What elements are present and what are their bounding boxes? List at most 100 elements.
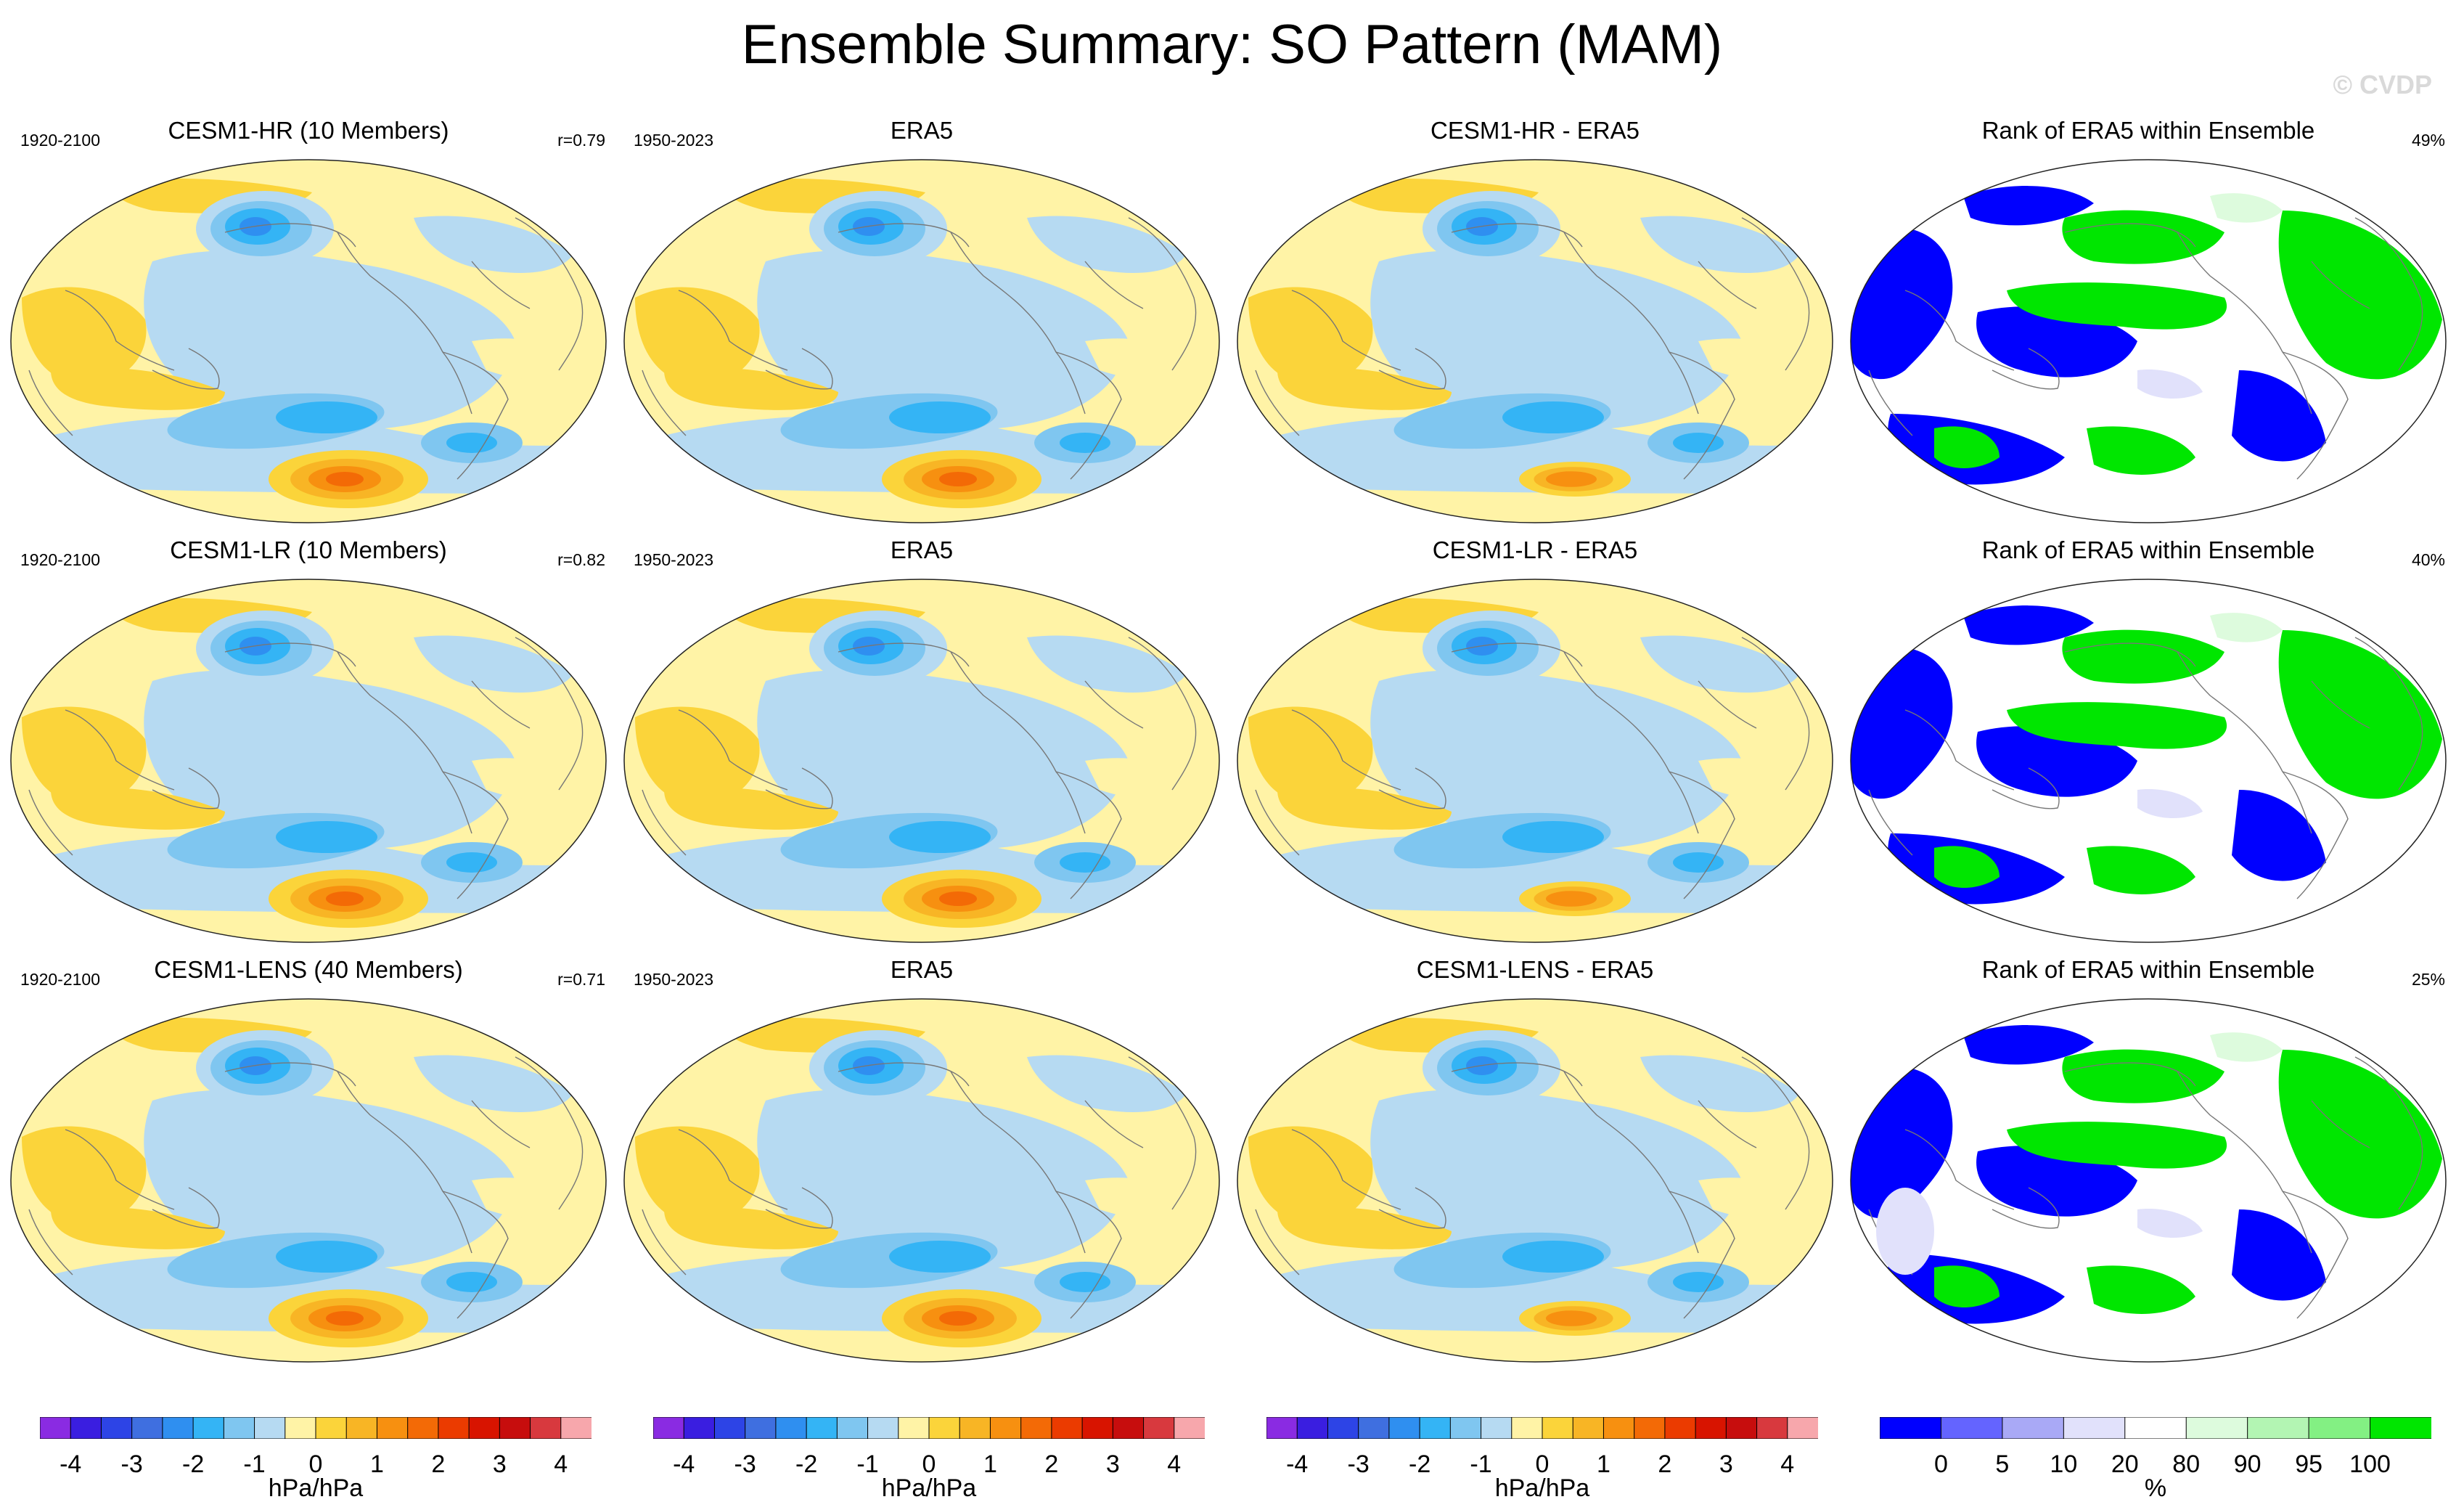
colorbar-tick-label: 20 — [2111, 1450, 2139, 1478]
coastline — [224, 223, 356, 248]
rank-blue-sa — [2232, 790, 2326, 881]
panel-title: Rank of ERA5 within Ensemble — [1981, 956, 2315, 983]
coastline — [1741, 1056, 1810, 1210]
colorbar-swatch — [989, 1417, 1022, 1439]
colorbar-swatch — [468, 1417, 501, 1439]
coastline — [65, 1129, 175, 1210]
regression-map — [623, 998, 1220, 1363]
colorbar-tick-label: 0 — [308, 1450, 323, 1478]
neg-region-arctic — [1027, 635, 1187, 693]
coastline — [765, 348, 833, 390]
coastline — [1451, 223, 1583, 248]
coastline — [2354, 637, 2423, 791]
panel-title: Rank of ERA5 within Ensemble — [1981, 117, 2315, 144]
colorbar-swatch — [928, 1417, 961, 1439]
colorbar-swatch — [40, 1417, 72, 1439]
map-border — [623, 579, 1220, 943]
colorbar-tick-label: -3 — [120, 1450, 143, 1478]
colorbar-swatch — [1388, 1417, 1421, 1439]
panel-model-1: CESM1-HR (10 Members) 1920-2100 r=0.79 — [7, 116, 610, 544]
colorbar-tick-label: 0 — [922, 1450, 936, 1478]
coastline — [337, 651, 472, 834]
regression-map — [623, 579, 1220, 943]
coastline — [515, 637, 584, 791]
coastline — [838, 642, 970, 667]
panel-diff-1: CESM1-HR - ERA5 — [1234, 116, 1836, 544]
colorbar-tick-label: 4 — [1780, 1450, 1795, 1478]
sp-arc-core — [1502, 821, 1604, 853]
coastline — [1291, 709, 1401, 791]
colorbar-swatch — [1634, 1417, 1666, 1439]
regression-map — [1237, 998, 1833, 1363]
colorbar-tick-label: -1 — [243, 1450, 266, 1478]
regression-map — [10, 579, 607, 943]
coastline — [471, 1100, 531, 1148]
colorbar-swatch — [653, 1417, 685, 1439]
coastline — [1378, 348, 1446, 390]
colorbar-swatch — [1419, 1417, 1452, 1439]
rank-green-sp — [2087, 1265, 2195, 1314]
coastline — [1378, 767, 1446, 809]
colorbar-tick-label: 2 — [1658, 1450, 1672, 1478]
sep-high-core — [326, 1311, 364, 1326]
colorbar-tick-label: 3 — [492, 1450, 507, 1478]
colorbar-swatch — [285, 1417, 316, 1439]
colorbar-tick-label: 10 — [2050, 1450, 2078, 1478]
map-border — [10, 159, 607, 523]
rank-lavender — [2137, 370, 2203, 399]
rank-lightgreen — [2210, 613, 2283, 642]
neg-region-arctic — [414, 216, 573, 273]
coastline — [642, 789, 687, 856]
colorbar-1: -4 -3 -2 -1 0 1 2 3 4 hPa/hPa — [40, 1417, 592, 1501]
colorbar-swatch — [1572, 1417, 1605, 1439]
neg-region-pacific — [144, 669, 515, 852]
colorbar-swatch — [560, 1417, 592, 1439]
rank-green-np — [2062, 1049, 2224, 1103]
colorbar-swatch — [1327, 1417, 1359, 1439]
sep-high-inner — [1546, 1310, 1597, 1326]
coastline — [678, 709, 788, 791]
rank-green-np — [2062, 210, 2224, 264]
colorbar-tick-label: -4 — [673, 1450, 695, 1478]
coastline — [1563, 232, 1699, 415]
colorbar-tick-label: 2 — [431, 1450, 446, 1478]
colorbar-tick-label: -1 — [1470, 1450, 1492, 1478]
colorbar-swatch — [1695, 1417, 1727, 1439]
colorbar-swatch — [775, 1417, 808, 1439]
rank-green-atl — [2278, 630, 2442, 799]
coastline — [765, 767, 833, 809]
coastline — [515, 1056, 584, 1210]
coastline — [1055, 351, 1122, 480]
neg-region-arctic — [1640, 1055, 1800, 1112]
coastline — [2354, 217, 2423, 371]
coastline — [1669, 351, 1735, 480]
rank-green-so — [1934, 1265, 2000, 1307]
field-contours — [11, 579, 606, 942]
colorbar-tick-label: -3 — [1347, 1450, 1370, 1478]
rank-map — [1850, 579, 2447, 943]
colorbar-tick-label: -4 — [1286, 1450, 1309, 1478]
colorbar-tick-label: 80 — [2172, 1450, 2201, 1478]
pos-region-maritime — [1248, 287, 1373, 385]
rank-green-so — [1934, 846, 2000, 888]
coastline — [1741, 217, 1810, 371]
colorbar-tick-label: 4 — [554, 1450, 568, 1478]
regression-map — [1237, 579, 1833, 943]
neg-region-arctic — [1027, 216, 1187, 273]
colorbar-tick-label: -1 — [856, 1450, 879, 1478]
colorbar-tick-label: 95 — [2295, 1450, 2323, 1478]
coastline — [1992, 767, 2060, 809]
coastline — [28, 370, 73, 436]
sp-arc-core — [889, 401, 991, 433]
rank-blue-north — [1963, 1025, 2094, 1065]
regression-map — [10, 159, 607, 523]
coastline — [337, 232, 472, 415]
coastline — [2064, 642, 2196, 667]
pos-region-south-pacific — [664, 787, 838, 830]
neg-region-arctic — [1640, 216, 1800, 273]
coastline — [2064, 1062, 2196, 1087]
coastline — [28, 789, 73, 856]
coastline — [471, 261, 531, 309]
rank-green-np — [2062, 629, 2224, 684]
panel-obs-2: ERA5 1950-2023 — [621, 536, 1223, 964]
